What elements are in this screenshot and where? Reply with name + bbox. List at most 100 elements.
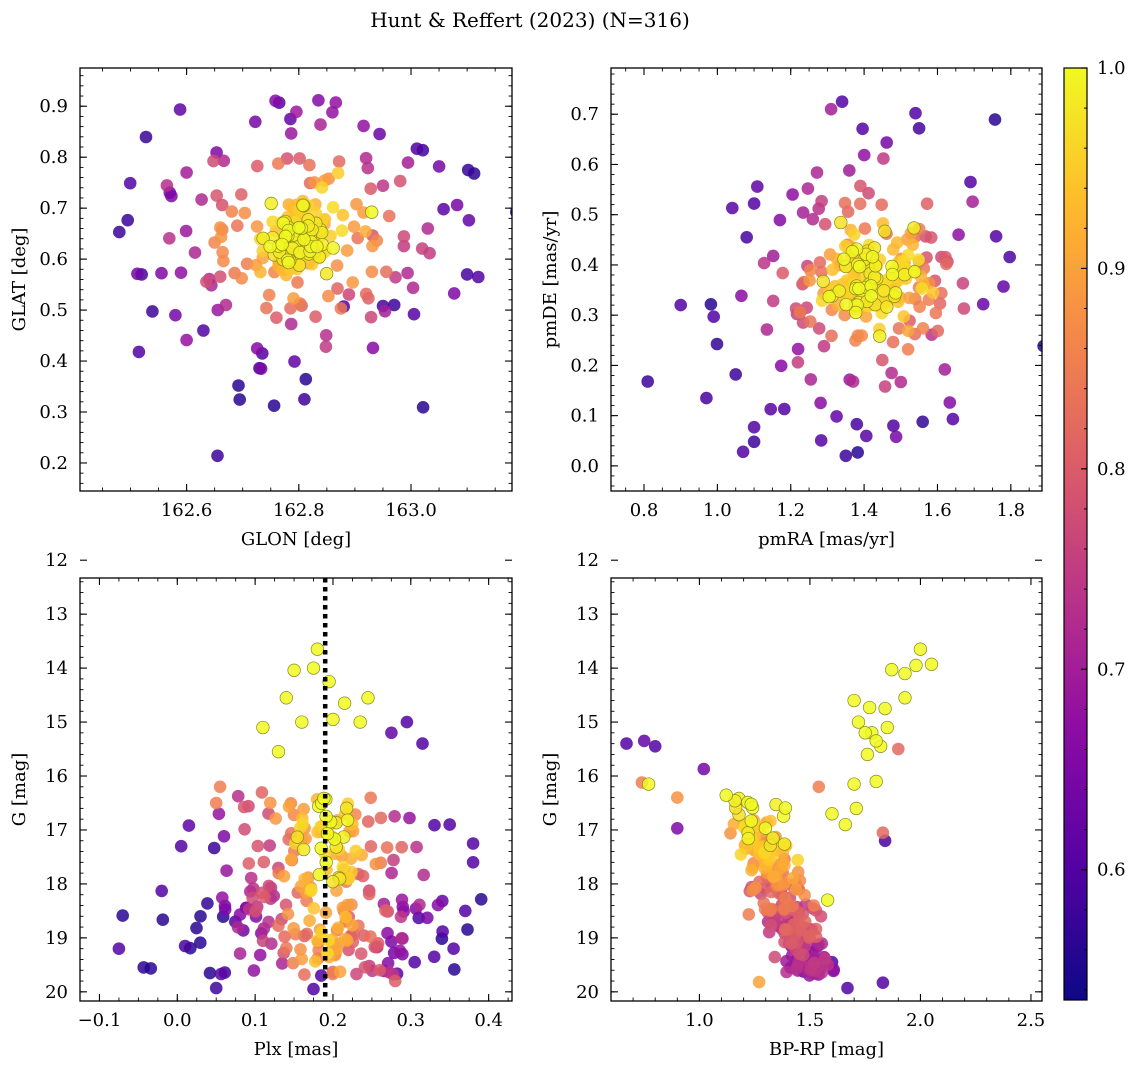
y-tick-label: 0.6 [39, 249, 68, 270]
data-point [901, 324, 915, 338]
data-point [707, 310, 720, 324]
y-tick-label: 18 [45, 874, 68, 895]
data-point [778, 801, 793, 815]
data-point [671, 791, 684, 804]
data-point [764, 402, 777, 416]
data-point [331, 921, 345, 935]
y-tick-label: 19 [45, 928, 68, 949]
data-point [326, 241, 340, 255]
data-point [461, 923, 474, 936]
data-point [309, 310, 322, 324]
data-point [847, 693, 861, 708]
data-point [757, 256, 771, 270]
data-point [340, 813, 355, 827]
y-tick-label: 0.8 [39, 147, 68, 168]
data-point [123, 176, 137, 190]
ticks [80, 68, 512, 491]
data-point [854, 179, 867, 193]
data-point [873, 329, 887, 343]
y-tick-label: 19 [576, 928, 599, 949]
data-point [231, 789, 245, 803]
data-point [825, 329, 838, 343]
data-point [380, 841, 394, 854]
data-point [906, 238, 919, 252]
data-point [332, 155, 346, 168]
data-point [258, 890, 271, 904]
data-point [359, 287, 373, 301]
data-point [298, 872, 312, 886]
data-point [361, 691, 375, 705]
data-point [201, 897, 214, 910]
data-point [309, 955, 322, 968]
data-point [173, 103, 187, 116]
data-point [146, 305, 159, 318]
data-point [400, 715, 414, 729]
y-tick-label: 0.4 [570, 255, 599, 276]
data-point [735, 289, 748, 303]
data-point [200, 275, 213, 289]
figure-title: Hunt & Reffert (2023) (N=316) [370, 8, 690, 32]
data-point [310, 239, 324, 254]
x-tick-label: 0.3 [396, 1010, 425, 1031]
scatter-panel-3: −0.1 0.0 0.1 0.2 0.3 0.4 12 13 14 15 16 17 18 19 20 Plx… [9, 550, 513, 1060]
data-point [203, 966, 217, 980]
data-point [180, 333, 193, 347]
data-point [271, 745, 286, 759]
data-point [296, 817, 310, 831]
scatter-points [113, 94, 512, 463]
data-point [217, 154, 231, 168]
data-point [786, 188, 799, 201]
data-point [427, 950, 441, 964]
data-point [395, 932, 409, 945]
data-point [431, 898, 445, 912]
x-tick-label: 1.6 [923, 500, 952, 521]
data-point [804, 373, 818, 386]
data-point [287, 663, 301, 677]
data-point [254, 265, 267, 279]
data-point [933, 297, 947, 310]
y-tick-label: 0.0 [570, 456, 599, 477]
data-point [851, 715, 866, 729]
data-point [336, 860, 350, 874]
data-point [814, 396, 827, 410]
data-point [287, 922, 300, 935]
data-point [880, 300, 894, 314]
data-point [188, 246, 202, 259]
data-point [387, 853, 400, 867]
data-point [864, 289, 878, 303]
data-point [466, 856, 480, 869]
data-point [450, 198, 464, 212]
data-point [209, 796, 223, 810]
data-point [916, 415, 929, 429]
x-tick-label: 163.0 [385, 500, 437, 521]
data-point [674, 298, 687, 312]
data-point [394, 910, 408, 924]
data-point [182, 819, 196, 832]
data-point [197, 324, 210, 337]
data-point [437, 202, 450, 216]
data-point [926, 286, 940, 299]
data-point [249, 905, 262, 918]
scatter-panel-4: 1.0 1.5 2.0 2.5 12 13 14 15 16 17 18 19 20 BP-RP [mag… [540, 550, 1045, 1060]
data-point [849, 305, 863, 320]
x-axis-label: BP-RP [mag] [769, 1039, 884, 1060]
data-point [815, 194, 828, 208]
data-point [806, 212, 820, 226]
data-point [364, 182, 378, 195]
data-point [816, 274, 830, 289]
data-point [359, 151, 373, 165]
data-point [160, 179, 174, 192]
data-point [766, 249, 780, 263]
data-point [373, 127, 386, 141]
data-point [312, 94, 325, 107]
data-point [388, 974, 402, 988]
data-point [121, 213, 134, 227]
y-tick-label: 0.2 [570, 355, 599, 376]
y-tick-label: 12 [45, 550, 68, 571]
data-point [776, 266, 789, 280]
data-point [865, 250, 880, 264]
data-point [238, 823, 251, 836]
data-point [812, 322, 826, 335]
data-point [834, 215, 848, 230]
data-point [436, 925, 449, 938]
